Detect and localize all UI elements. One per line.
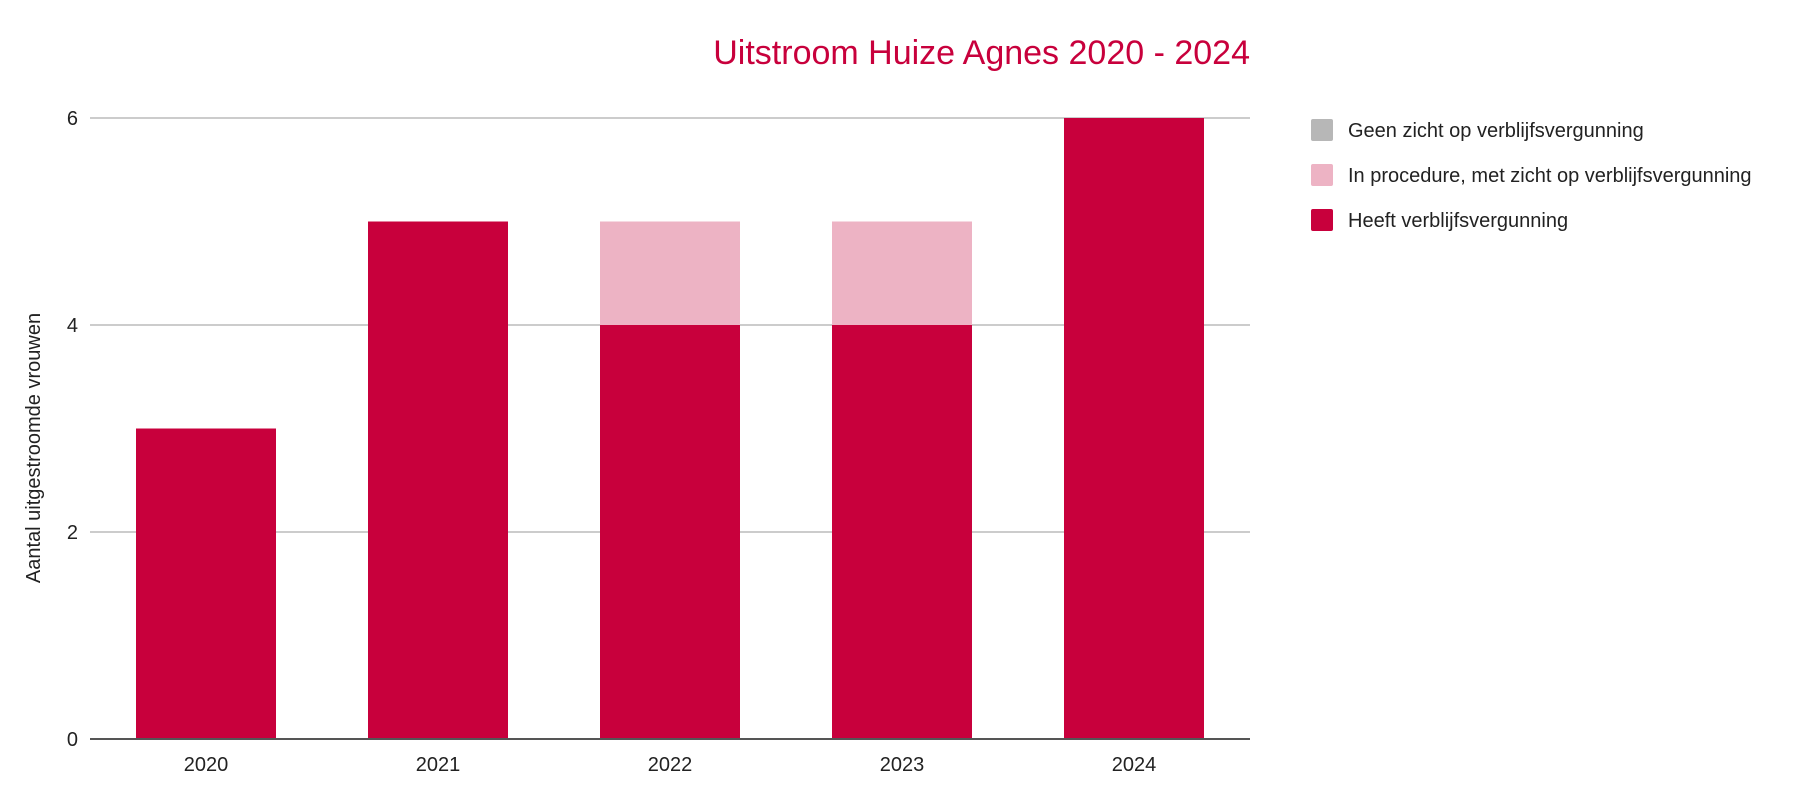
x-tick-label: 2020 xyxy=(184,754,229,776)
bar-segment xyxy=(600,325,740,739)
legend-swatch xyxy=(1311,209,1333,231)
bars xyxy=(136,118,1204,739)
y-axis-label: Aantal uitgestroomde vrouwen xyxy=(23,313,45,583)
y-tick-label: 0 xyxy=(67,729,78,751)
legend-swatch xyxy=(1311,164,1333,186)
legend: Geen zicht op verblijfsvergunning In proc… xyxy=(1311,119,1752,232)
bar-segment xyxy=(600,221,740,325)
legend-label: Heeft verblijfsvergunning xyxy=(1348,210,1568,232)
legend-label: Geen zicht op verblijfsvergunning xyxy=(1348,120,1644,142)
y-axis-ticks: 0 2 4 6 xyxy=(67,108,78,751)
y-tick-label: 2 xyxy=(67,522,78,544)
x-tick-label: 2023 xyxy=(880,754,925,776)
legend-label: In procedure, met zicht op verblijfsverg… xyxy=(1348,165,1752,187)
bar-segment xyxy=(136,428,276,739)
bar-segment xyxy=(832,221,972,325)
chart-title: Uitstroom Huize Agnes 2020 - 2024 xyxy=(713,34,1250,72)
y-tick-label: 6 xyxy=(67,108,78,130)
x-axis-ticks: 2020 2021 2022 2023 2024 xyxy=(184,754,1157,776)
legend-swatch xyxy=(1311,119,1333,141)
x-tick-label: 2022 xyxy=(648,754,693,776)
x-tick-label: 2024 xyxy=(1112,754,1157,776)
y-tick-label: 4 xyxy=(67,315,78,337)
bar-segment xyxy=(1064,118,1204,739)
x-tick-label: 2021 xyxy=(416,754,461,776)
bar-segment xyxy=(832,325,972,739)
bar-segment xyxy=(368,221,508,739)
